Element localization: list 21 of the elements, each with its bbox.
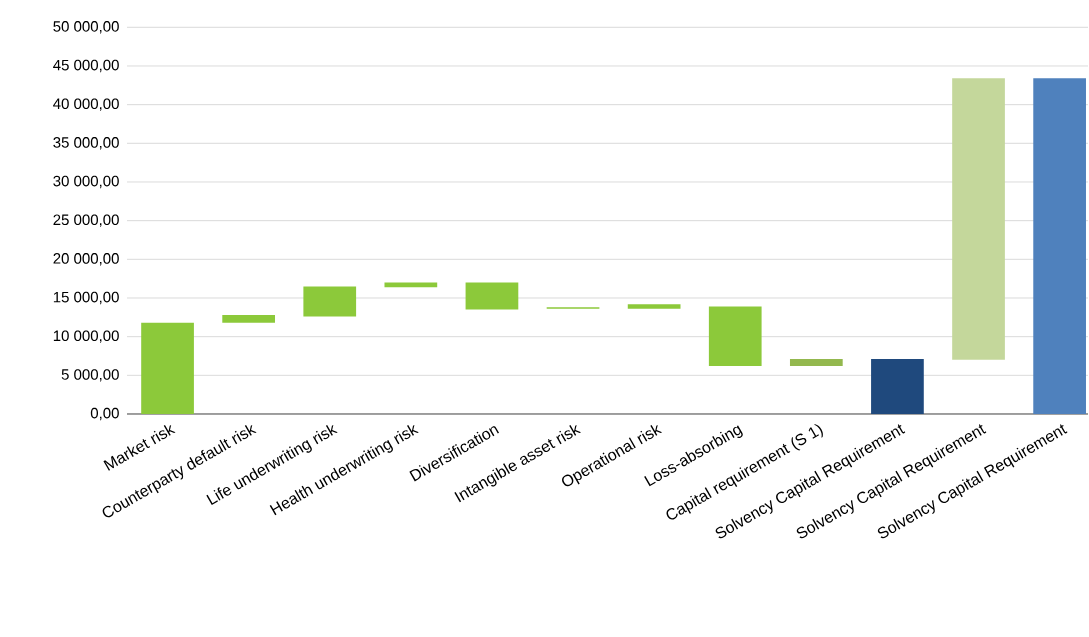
- bar: [952, 78, 1005, 360]
- y-tick-label: 5 000,00: [61, 369, 119, 382]
- bar: [871, 359, 924, 414]
- y-tick-label: 15 000,00: [53, 291, 119, 305]
- bar: [303, 286, 357, 317]
- y-tick-label: 35 000,00: [53, 137, 119, 150]
- bar: [465, 282, 519, 310]
- y-tick-label: 0,00: [90, 407, 119, 421]
- y-tick-label: 20 000,00: [53, 253, 119, 266]
- y-tick-label: 30 000,00: [53, 175, 119, 189]
- bar: [627, 304, 681, 309]
- bar: [708, 306, 762, 367]
- bar: [789, 359, 843, 367]
- bar: [141, 322, 194, 414]
- y-tick-label: 45 000,00: [53, 59, 119, 73]
- y-tick-label: 10 000,00: [53, 330, 119, 343]
- y-tick-label: 50 000,00: [53, 21, 119, 34]
- bar: [1033, 78, 1086, 414]
- y-tick-label: 25 000,00: [53, 214, 119, 227]
- y-tick-label: 40 000,00: [53, 98, 119, 111]
- bar: [222, 315, 275, 323]
